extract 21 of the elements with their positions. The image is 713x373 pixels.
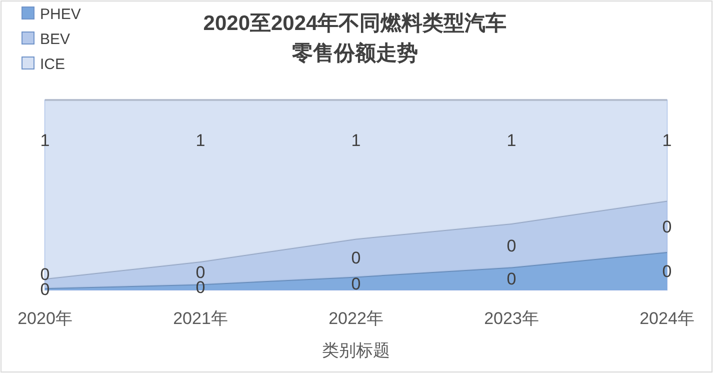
data-label: 0 <box>506 270 516 289</box>
x-tick-label: 2021年 <box>173 309 228 328</box>
x-tick-label: 2020年 <box>18 309 72 328</box>
series-label: ICE <box>40 56 66 73</box>
legend-label: PHEV <box>40 6 81 23</box>
chart-title: 2020至2024年不同燃料类型汽车零售份额走势 <box>203 11 507 65</box>
x-axis-title: 类别标题 <box>322 341 390 360</box>
x-tick-label: 2024年 <box>640 309 694 328</box>
data-label: 1 <box>506 131 516 150</box>
data-label: 0 <box>351 248 361 268</box>
data-label: 1 <box>40 131 50 150</box>
legend-label: BEV <box>40 31 70 48</box>
data-label: 0 <box>506 236 516 256</box>
data-label: 1 <box>196 131 206 150</box>
data-label: 1 <box>662 131 672 150</box>
data-label: 0 <box>196 263 206 282</box>
data-label: 0 <box>662 217 672 236</box>
x-tick-label: 2023年 <box>484 309 539 328</box>
data-label: 0 <box>351 274 361 294</box>
x-tick-label: 2022年 <box>328 309 384 328</box>
data-label: 1 <box>351 131 361 150</box>
